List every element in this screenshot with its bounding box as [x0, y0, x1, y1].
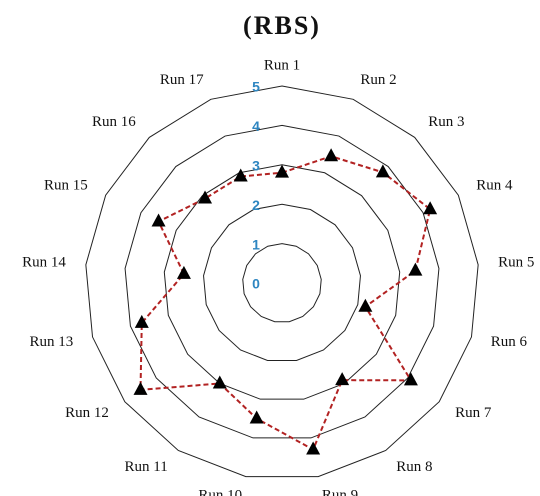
category-label: Run 7: [455, 405, 492, 421]
grid-ring: [203, 203, 361, 361]
chart-title: (RBS): [243, 11, 321, 40]
marker: [249, 410, 264, 424]
tick-label: 0: [252, 276, 260, 292]
marker: [335, 372, 350, 386]
category-label: Run 13: [30, 334, 74, 350]
category-label: Run 10: [198, 488, 242, 496]
series-line: [139, 155, 432, 451]
marker: [133, 381, 148, 395]
tick-label: 5: [252, 79, 260, 95]
marker: [176, 265, 191, 279]
marker: [408, 262, 423, 276]
category-label: Run 17: [160, 72, 204, 88]
category-label: Run 4: [476, 178, 513, 194]
tick-label: 1: [252, 236, 260, 252]
tick-label: 2: [252, 197, 260, 213]
grid-ring: [124, 124, 440, 439]
grid-ring: [163, 164, 401, 400]
marker: [275, 164, 289, 178]
category-label: Run 14: [22, 254, 66, 270]
grid-ring: [242, 243, 322, 323]
category-label: Run 16: [92, 114, 136, 130]
category-label: Run 5: [498, 254, 534, 270]
marker: [306, 441, 321, 455]
category-label: Run 12: [65, 405, 109, 421]
marker: [423, 201, 438, 215]
category-label: Run 8: [396, 459, 432, 475]
marker: [198, 190, 213, 204]
category-label: Run 3: [428, 114, 464, 130]
marker: [151, 213, 166, 227]
marker: [375, 164, 390, 178]
category-label: Run 9: [322, 488, 358, 496]
category-label: Run 11: [125, 459, 168, 475]
category-label: Run 2: [360, 72, 396, 88]
tick-label: 3: [252, 158, 260, 174]
grid-ring: [85, 85, 479, 478]
marker: [358, 298, 373, 312]
marker: [134, 314, 149, 328]
marker: [212, 375, 227, 389]
marker: [403, 372, 418, 386]
category-label: Run 1: [264, 57, 300, 73]
tick-label: 4: [252, 118, 260, 134]
category-label: Run 6: [491, 334, 528, 350]
category-label: Run 15: [44, 178, 88, 194]
marker: [233, 168, 248, 182]
marker: [324, 148, 339, 162]
